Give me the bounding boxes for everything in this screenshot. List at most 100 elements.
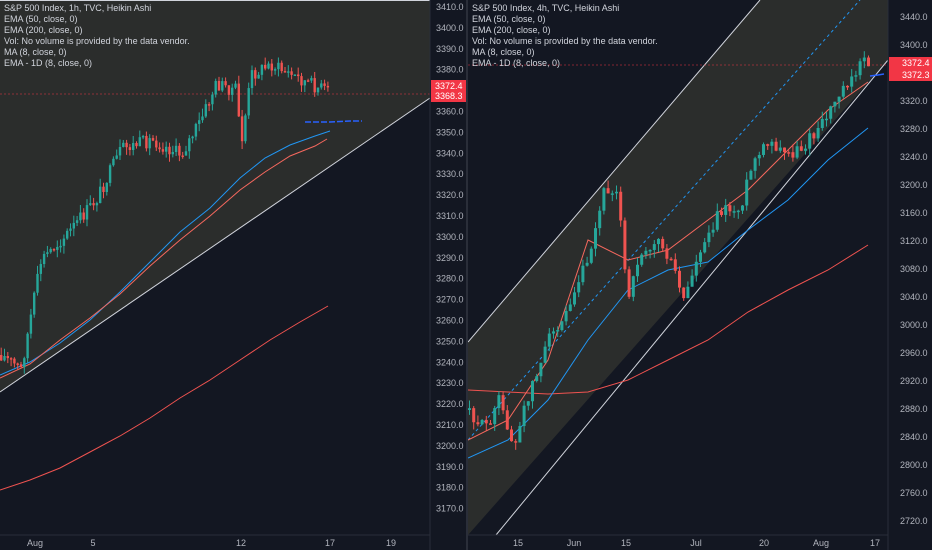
price-tick-label: 3200.0 <box>900 180 928 190</box>
legend-ema50[interactable]: EMA (50, close, 0) <box>4 14 78 24</box>
price-tick-label: 3390.0 <box>436 44 464 54</box>
candle-body <box>85 205 89 220</box>
candle-body <box>846 85 849 88</box>
price-tick-label: 3280.0 <box>436 274 464 284</box>
channel-upper-line[interactable] <box>468 0 761 343</box>
legend-title[interactable]: S&P 500 Index, 1h, TVC, Heikin Ashi <box>4 3 152 13</box>
chart-canvas-4h[interactable]: 3440.03400.03360.03320.03280.03240.03200… <box>468 0 932 550</box>
candle-body <box>766 144 770 146</box>
candle-body <box>547 333 551 347</box>
trendline-lower[interactable] <box>0 97 431 393</box>
channel-mid-line <box>468 0 861 441</box>
price-tick-label: 3320.0 <box>436 190 464 200</box>
candle-body <box>13 358 16 364</box>
candle-body <box>757 154 761 159</box>
candle-body <box>316 87 320 93</box>
candle-body <box>715 211 719 230</box>
candle-body <box>606 188 610 194</box>
candle-body <box>736 210 740 213</box>
candle-body <box>69 228 72 231</box>
candle-body <box>257 74 260 79</box>
candle-body <box>105 182 108 192</box>
candle-body <box>678 270 681 288</box>
time-tick-label: 15 <box>621 538 631 548</box>
candle-body <box>290 71 293 75</box>
ema200-line <box>0 305 329 491</box>
candle-body <box>283 71 287 73</box>
time-tick-label: 20 <box>759 538 769 548</box>
candle-body <box>237 83 240 117</box>
candle-body <box>191 136 194 139</box>
candle-body <box>640 254 644 265</box>
candle-body <box>26 333 29 359</box>
candle-body <box>148 138 151 149</box>
price-tick-label: 3290.0 <box>436 253 464 263</box>
legend-title[interactable]: S&P 500 Index, 4h, TVC, Heikin Ashi <box>472 3 620 13</box>
candle-body <box>132 143 135 150</box>
time-tick-label: 17 <box>325 538 335 548</box>
time-tick-label: 17 <box>870 538 880 548</box>
legend-vol[interactable]: Vol: No volume is provided by the data v… <box>4 36 190 46</box>
candle-body <box>310 78 313 81</box>
legend-ma[interactable]: MA (8, close, 0) <box>4 47 67 57</box>
candle-body <box>505 410 509 430</box>
chart-canvas-1h[interactable]: 3410.03400.03390.03380.03370.03360.03350… <box>0 0 466 550</box>
candle-body <box>39 264 42 274</box>
candle-body <box>707 232 711 243</box>
candle-body <box>581 265 585 283</box>
price-tick-label: 2840.0 <box>900 432 928 442</box>
candle-body <box>795 146 799 158</box>
candle-body <box>158 147 161 150</box>
candle-body <box>49 248 52 253</box>
candle-body <box>669 258 673 261</box>
legend-ema200[interactable]: EMA (200, close, 0) <box>472 25 551 35</box>
candle-body <box>138 137 141 147</box>
candle-body <box>711 229 715 233</box>
price-badge-bg <box>431 90 466 102</box>
candle-body <box>168 146 171 155</box>
time-tick-label: 19 <box>386 538 396 548</box>
candle-body <box>489 423 492 425</box>
legend-ema-1d[interactable]: EMA - 1D (8, close, 0) <box>472 58 561 68</box>
price-tick-label: 3190.0 <box>436 462 464 472</box>
candle-body <box>287 71 290 73</box>
candle-body <box>841 85 845 97</box>
legend-ema50[interactable]: EMA (50, close, 0) <box>472 14 546 24</box>
candle-body <box>594 228 597 249</box>
candle-body <box>783 147 786 153</box>
chart-pane-1h[interactable]: S&P 500 Index, 1h, TVC, Heikin Ashi EMA … <box>0 0 466 550</box>
candle-body <box>812 133 816 139</box>
candle-body <box>602 188 606 211</box>
price-tick-label: 3260.0 <box>436 316 464 326</box>
price-tick-label: 3210.0 <box>436 420 464 430</box>
candle-body <box>181 155 184 158</box>
candle-body <box>543 346 547 363</box>
candle-body <box>741 205 744 211</box>
price-axis-4h[interactable] <box>888 0 932 550</box>
legend-ma[interactable]: MA (8, close, 0) <box>472 47 535 57</box>
candle-body <box>211 94 214 105</box>
ema-1d-line <box>869 73 885 77</box>
candle-body <box>694 261 698 276</box>
time-tick-label: 5 <box>90 538 95 548</box>
price-badge-bg <box>889 69 932 81</box>
candle-body <box>535 376 539 382</box>
legend-ema200[interactable]: EMA (200, close, 0) <box>4 25 83 35</box>
chart-pane-4h[interactable]: S&P 500 Index, 4h, TVC, Heikin Ashi EMA … <box>468 0 932 550</box>
candle-body <box>56 246 59 250</box>
time-axis-labels-4h: 15 Jun 15 Jul 20 Aug 17 <box>513 538 880 548</box>
candle-body <box>297 74 300 77</box>
candle-body <box>135 143 138 147</box>
candle-body <box>568 304 572 311</box>
candle-body <box>799 146 803 151</box>
legend-vol[interactable]: Vol: No volume is provided by the data v… <box>472 36 658 46</box>
pane-divider[interactable] <box>466 0 468 550</box>
channel-lower-line[interactable] <box>495 59 889 536</box>
candle-body <box>244 115 247 142</box>
time-tick-label: Aug <box>27 538 43 548</box>
candle-body <box>75 220 79 223</box>
price-tick-label: 3360.0 <box>436 107 464 117</box>
legend-ema-1d[interactable]: EMA - 1D (8, close, 0) <box>4 58 93 68</box>
price-badge-text: 3372.3 <box>902 70 930 80</box>
candle-body <box>214 80 217 95</box>
